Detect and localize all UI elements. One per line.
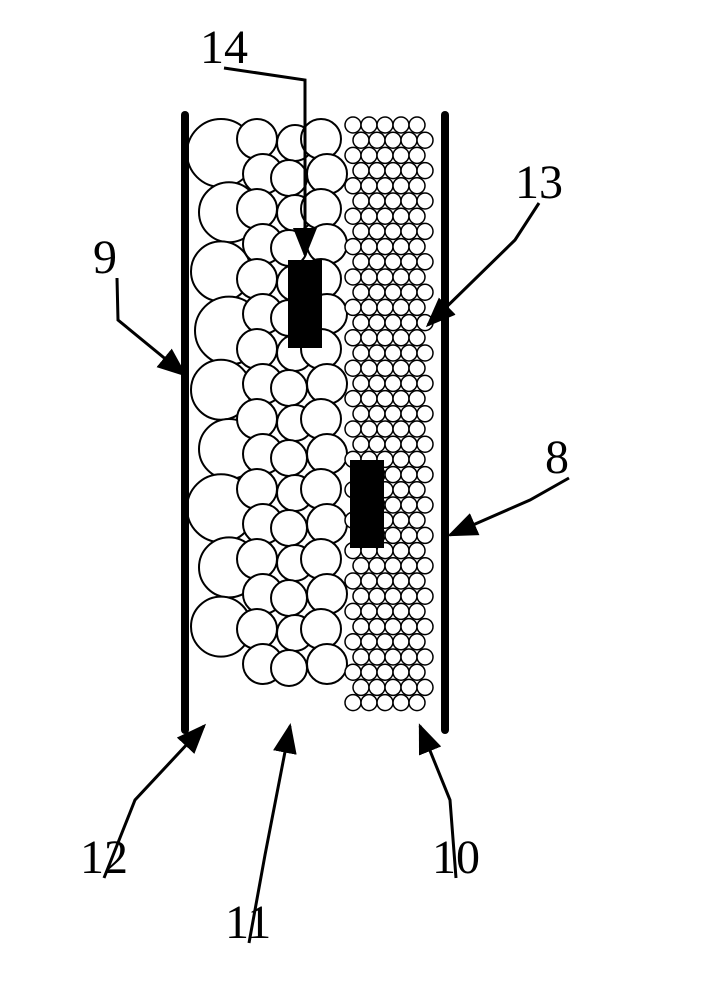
label-8: 8 (545, 430, 569, 485)
label-12: 12 (80, 830, 128, 885)
label-13: 13 (515, 155, 563, 210)
label-11: 11 (225, 895, 271, 950)
label-14: 14 (200, 20, 248, 75)
label-10: 10 (432, 830, 480, 885)
label-9: 9 (93, 230, 117, 285)
